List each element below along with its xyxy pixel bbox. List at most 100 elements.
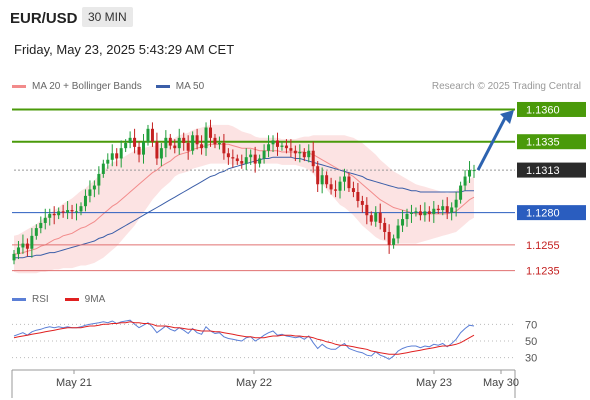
candle-body	[383, 222, 387, 232]
candle-body	[133, 137, 137, 147]
candle-body	[231, 157, 235, 159]
legend-ma50: MA 50	[155, 81, 205, 92]
candle-body	[289, 148, 293, 151]
candle-body	[427, 211, 431, 214]
candle-body	[468, 170, 472, 177]
candle-body	[320, 175, 324, 185]
candle-body	[316, 166, 320, 185]
candle-body	[262, 150, 266, 159]
candle-body	[164, 137, 168, 149]
candle-body	[418, 211, 422, 216]
candle-body	[83, 195, 87, 207]
candle-body	[334, 189, 338, 191]
symbol-title: EUR/USD	[10, 10, 78, 27]
candle-body	[244, 157, 248, 164]
candle-body	[142, 141, 146, 155]
candle-body	[226, 153, 230, 158]
candle-body	[436, 208, 440, 211]
candle-body	[409, 212, 413, 214]
level-label-1.1360: 1.1360	[526, 104, 560, 116]
x-tick-label: May 21	[56, 377, 92, 389]
ma50-line	[14, 156, 474, 259]
legend-rsi-label: RSI	[32, 294, 49, 305]
legend-ma50-swatch	[155, 85, 170, 88]
legend-9ma-swatch	[64, 298, 79, 301]
candle-body	[423, 211, 427, 216]
candle-body	[191, 135, 195, 151]
candle-body	[356, 192, 360, 202]
rsi-tick-50: 50	[525, 336, 537, 348]
rsi-legend: RSI 9MA	[12, 294, 121, 305]
candle-body	[204, 127, 208, 149]
candle-body	[217, 143, 221, 145]
candle-body	[258, 158, 262, 164]
candle-body	[177, 137, 181, 149]
candle-body	[414, 211, 418, 213]
candle-body	[432, 208, 436, 214]
timestamp: Friday, May 23, 2025 5:43:29 AM CET	[14, 42, 235, 57]
candle-body	[137, 146, 141, 155]
projection-arrow-head	[500, 110, 514, 125]
candle-body	[110, 153, 114, 160]
level-tag-1.1280	[517, 205, 586, 221]
candle-body	[365, 204, 369, 216]
candle-body	[360, 201, 364, 205]
candle-body	[472, 170, 476, 172]
candle-body	[311, 150, 315, 167]
candle-body	[34, 228, 38, 236]
legend-ma20-swatch	[12, 85, 26, 88]
candle-body	[195, 135, 199, 145]
candle-body	[374, 212, 378, 222]
candle-body	[253, 154, 257, 164]
rsi-line	[13, 319, 475, 360]
candle-body	[463, 176, 467, 186]
level-label-1.1255: 1.1255	[526, 240, 560, 252]
candle-body	[115, 153, 119, 159]
candle-body	[271, 140, 275, 145]
legend-9ma-label: 9MA	[84, 294, 106, 305]
candle-body	[155, 141, 159, 159]
level-label-1.1335: 1.1335	[526, 137, 560, 149]
candle-body	[387, 231, 391, 245]
candle-body	[378, 212, 382, 223]
candle-body	[88, 189, 92, 196]
candle-body	[284, 145, 288, 149]
candle-body	[369, 215, 373, 222]
candle-body	[101, 163, 105, 174]
candle-body	[235, 158, 239, 162]
candle-body	[329, 184, 333, 190]
legend-rsi-swatch	[12, 298, 26, 301]
candle-body	[106, 159, 110, 164]
candle-body	[12, 253, 16, 261]
candle-body	[392, 238, 396, 245]
candle-body	[459, 185, 463, 200]
candle-body	[347, 176, 351, 189]
candle-body	[124, 143, 128, 149]
candle-body	[16, 247, 20, 254]
interval-badge[interactable]: 30 MIN	[82, 7, 133, 27]
candle-body	[441, 206, 445, 211]
candle-body	[209, 127, 213, 138]
candle-body	[182, 137, 186, 143]
candle-body	[150, 128, 154, 142]
candle-body	[48, 213, 52, 218]
rsi-tick-30: 30	[525, 353, 537, 365]
candle-body	[275, 140, 279, 147]
candle-body	[213, 137, 217, 145]
candle-body	[79, 206, 83, 212]
ma20-line	[14, 143, 475, 255]
main-legend: MA 20 + Bollinger Bands MA 50	[12, 81, 218, 92]
candle-body	[39, 222, 43, 229]
chart-header: EUR/USD 30 MIN	[0, 0, 590, 36]
candle-body	[307, 150, 311, 158]
candle-body	[159, 148, 163, 159]
bollinger-band	[14, 124, 474, 274]
candle-body	[128, 137, 132, 143]
candle-body	[401, 219, 405, 226]
candle-body	[280, 145, 284, 147]
candle-body	[454, 199, 458, 208]
legend-ma50-label: MA 50	[175, 81, 205, 92]
candle-body	[70, 210, 74, 212]
candle-body	[338, 181, 342, 191]
